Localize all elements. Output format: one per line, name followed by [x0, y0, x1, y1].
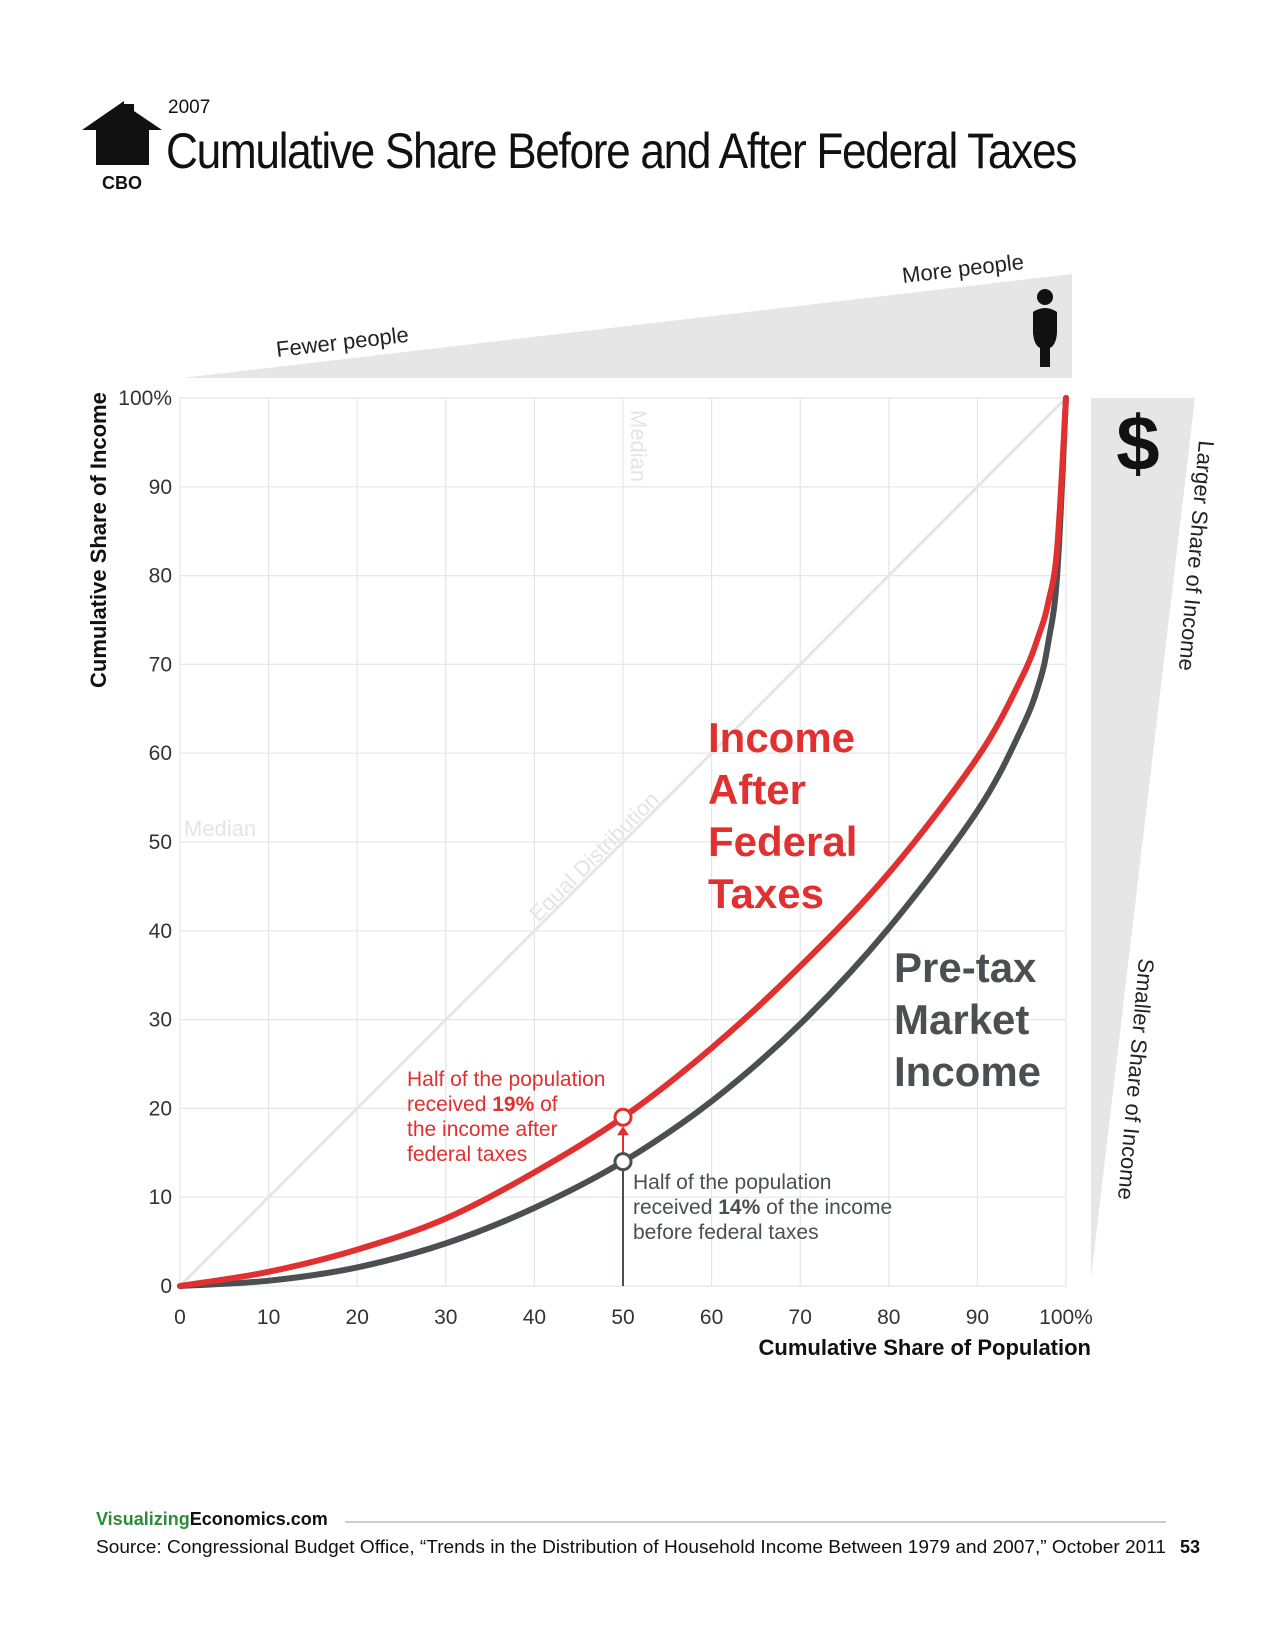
x-tick-label: 20	[346, 1306, 369, 1329]
cbo-house-logo: CBO	[82, 101, 162, 193]
y-tick-label: 100%	[118, 387, 172, 410]
page-number: 53	[1180, 1537, 1200, 1557]
x-tick-label: 10	[257, 1306, 280, 1329]
y-tick-label: 30	[149, 1009, 172, 1032]
top-wedge: Fewer people More people	[182, 249, 1072, 378]
x-tick-label: 100%	[1039, 1306, 1093, 1329]
pretax-median-point	[613, 1152, 633, 1172]
x-tick-label: 0	[174, 1306, 186, 1329]
house-icon	[82, 101, 162, 165]
y-tick-label: 50	[149, 831, 172, 854]
y-tick-label: 60	[149, 742, 172, 765]
y-tick-label: 70	[149, 653, 172, 676]
year-label: 2007	[168, 97, 210, 118]
tick-labels: 0 10 20 30 40 50 60 70 80 90 100% 0 10 20 30 40 50 60 70 80…	[118, 387, 1093, 1329]
after-tax-income-line	[177, 395, 1069, 1289]
brand-green: Visualizing	[96, 1509, 190, 1529]
pretax-series-label: Pre-tax Market Income	[894, 944, 1041, 1095]
pretax-income-line	[177, 395, 1069, 1289]
after-tax-median-point	[613, 1107, 633, 1127]
side-wedge: $ Larger Share of Income Smaller Share o…	[1091, 398, 1219, 1278]
income-wedge	[1091, 398, 1195, 1278]
y-tick-label: 90	[149, 476, 172, 499]
pretax-annotation: Half of the population received 14% of th…	[633, 1171, 892, 1244]
y-tick-label: 80	[149, 565, 172, 588]
x-tick-label: 30	[434, 1306, 457, 1329]
x-tick-label: 90	[966, 1306, 989, 1329]
y-tick-label: 0	[160, 1275, 172, 1298]
series-labels: Income After Federal Taxes Pre-tax Market Inco…	[708, 714, 1041, 1095]
median-label-x: Median	[626, 410, 651, 482]
people-wedge	[182, 274, 1072, 378]
equal-distribution-line	[178, 396, 1068, 1288]
brand: VisualizingEconomics.com	[96, 1509, 328, 1529]
person-icon	[1033, 289, 1057, 367]
after-tax-annotation: Half of the population received 19% of the…	[407, 1068, 605, 1166]
y-tick-label: 20	[149, 1097, 172, 1120]
after-tax-series-label: Income After Federal Taxes	[708, 714, 857, 917]
y-axis-title: Cumulative Share of Income	[86, 392, 111, 688]
y-tick-label: 40	[149, 920, 172, 943]
header: CBO 2007 Cumulative Share Before and Aft…	[82, 97, 1078, 193]
median-label-y: Median	[184, 816, 256, 841]
logo-text: CBO	[102, 173, 142, 193]
x-tick-label: 50	[611, 1306, 634, 1329]
footer: VisualizingEconomics.com Source: Congres…	[96, 1509, 1200, 1557]
lorenz-chart: Equal Distribution Median Median Half of t…	[86, 387, 1093, 1360]
shift-arrow-head	[617, 1126, 629, 1136]
equal-distribution-label: Equal Distribution	[524, 787, 664, 927]
series-lines	[177, 395, 1069, 1289]
x-tick-label: 60	[700, 1306, 723, 1329]
x-tick-label: 40	[523, 1306, 546, 1329]
annotations: Half of the population received 19% of the…	[407, 1068, 892, 1286]
x-tick-label: 80	[877, 1306, 900, 1329]
page-title: Cumulative Share Before and After Federa…	[166, 123, 1076, 179]
x-axis-title: Cumulative Share of Population	[759, 1335, 1091, 1360]
source-note: Source: Congressional Budget Office, “Tr…	[96, 1537, 1166, 1557]
x-tick-label: 70	[789, 1306, 812, 1329]
brand-black: Economics.com	[190, 1509, 328, 1529]
dollar-icon: $	[1116, 399, 1159, 487]
y-tick-label: 10	[149, 1186, 172, 1209]
